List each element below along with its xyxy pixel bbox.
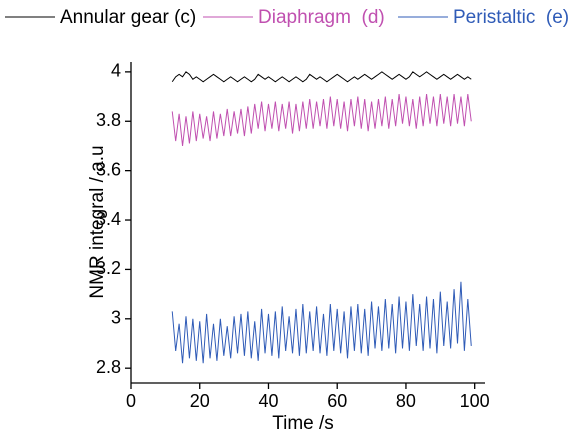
y-tick-label: 3.6 (96, 159, 121, 179)
legend-label: Annular gear (c) (60, 7, 196, 28)
series-line (171, 94, 472, 147)
x-tick-label: 0 (126, 391, 136, 411)
y-tick-label: 3 (111, 308, 121, 328)
y-tick-label: 3.8 (96, 110, 121, 130)
legend-label: Peristaltic (e) (453, 7, 569, 28)
x-tick-label: 40 (258, 391, 278, 411)
y-tick-label: 3.4 (96, 209, 121, 229)
y-tick-label: 3.2 (96, 258, 121, 278)
x-tick-label: 80 (396, 391, 416, 411)
y-tick-label: 4 (111, 61, 121, 81)
series-line (171, 71, 472, 83)
x-tick-label: 20 (190, 391, 210, 411)
x-tick-label: 100 (460, 391, 490, 411)
y-tick-label: 2.8 (96, 357, 121, 377)
y-axis-label: NMR integral / a.u (87, 145, 108, 298)
series-line (171, 281, 472, 364)
x-tick-label: 60 (327, 391, 347, 411)
x-axis-label: Time /s (272, 413, 334, 434)
legend-label: Diaphragm (d) (258, 7, 385, 28)
